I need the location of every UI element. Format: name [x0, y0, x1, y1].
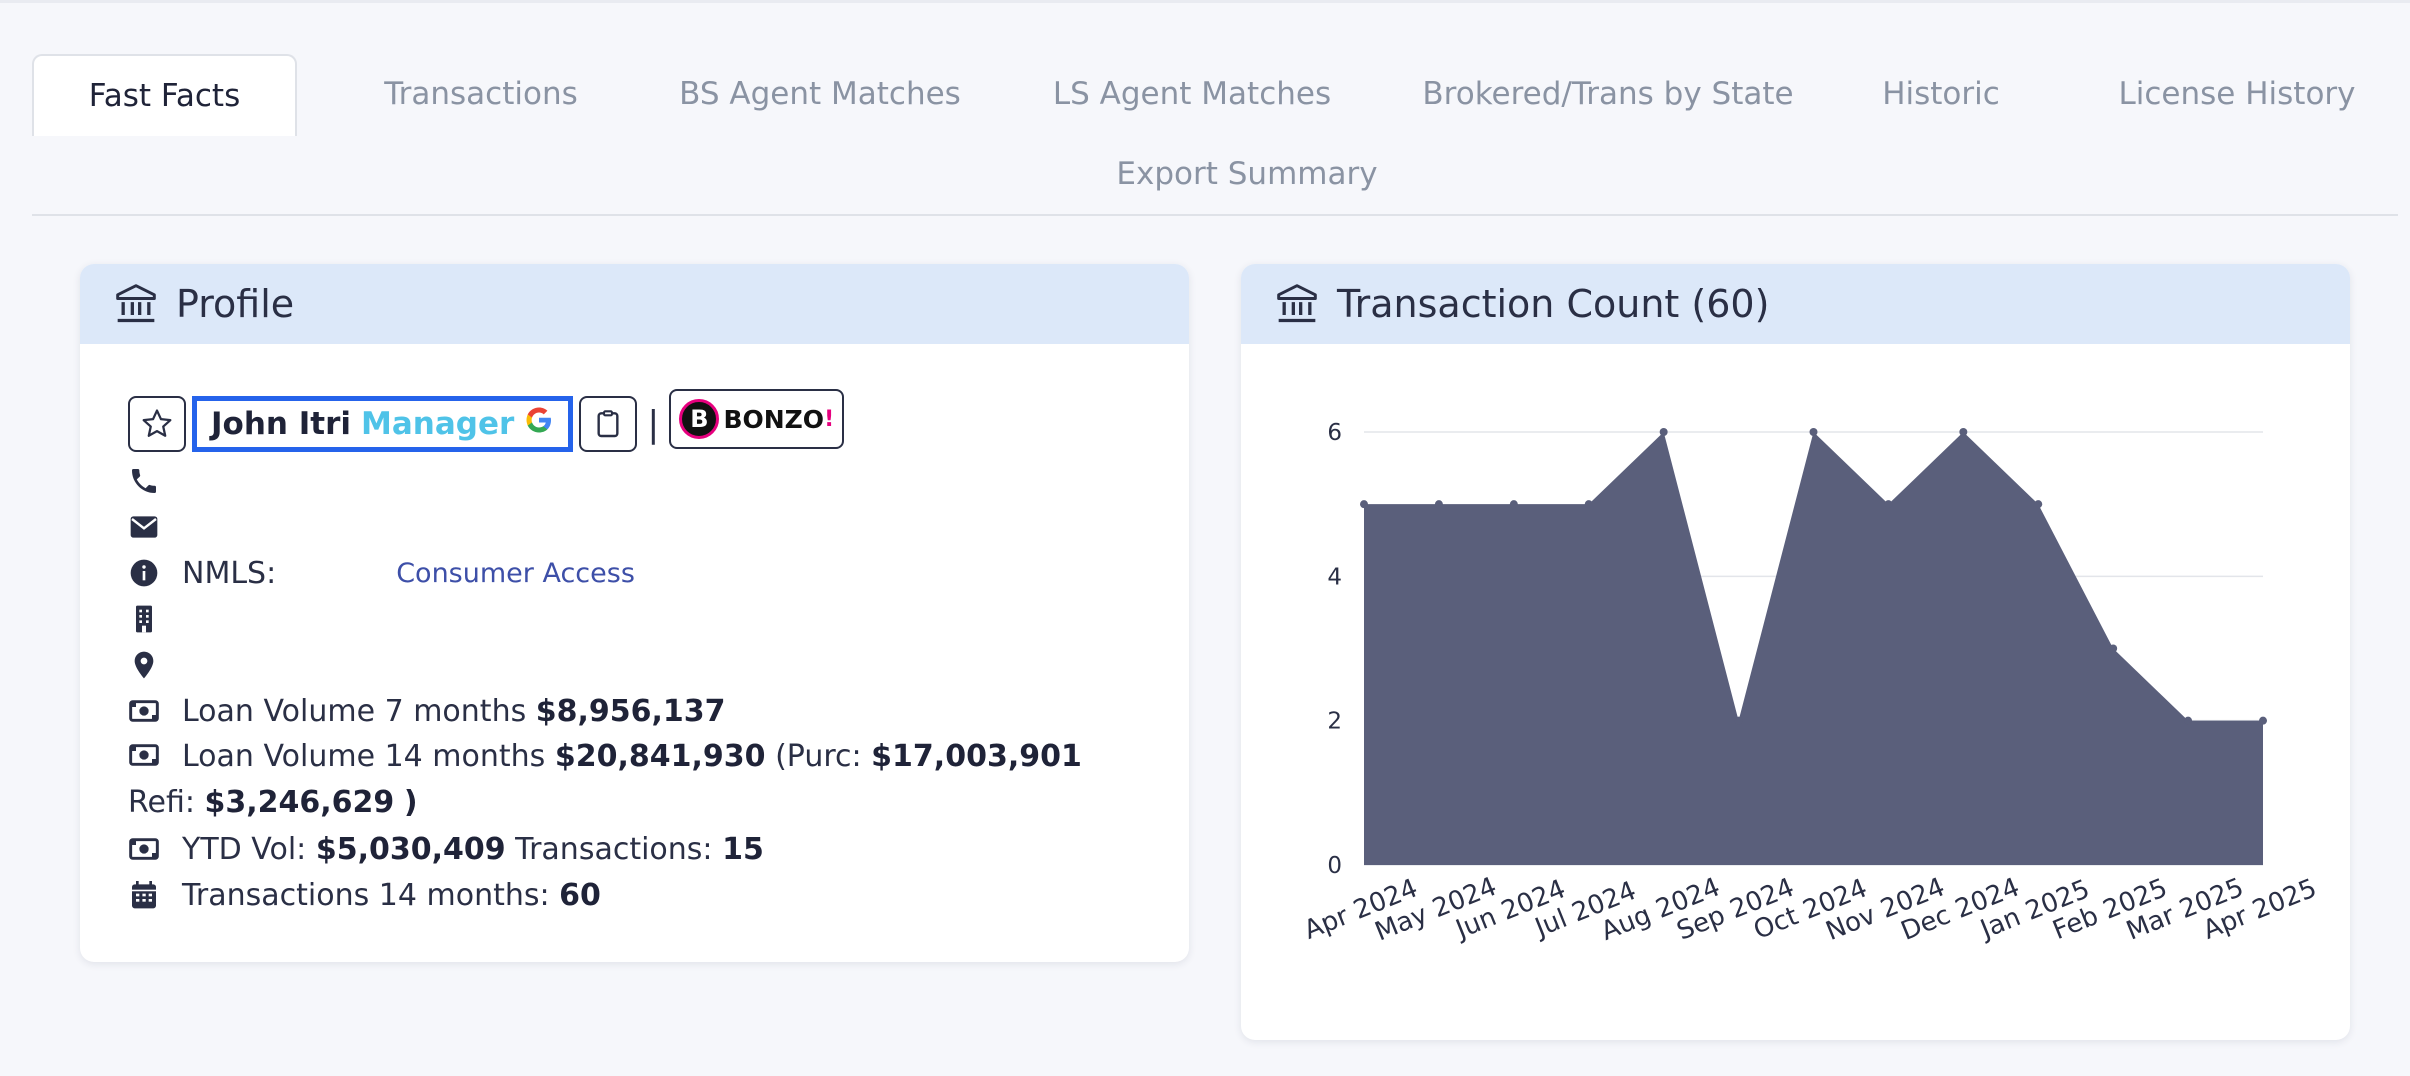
- tab-transactions[interactable]: Transactions: [384, 76, 578, 112]
- bonzo-label: BONZO: [723, 404, 825, 434]
- y-tick-label: 6: [1327, 420, 1342, 446]
- loan-volume-7-row: Loan Volume 7 months $8,956,137: [128, 688, 1189, 734]
- data-point[interactable]: [1734, 716, 1743, 725]
- tab-ls-agent-matches[interactable]: LS Agent Matches: [1052, 76, 1332, 112]
- copy-button[interactable]: [579, 396, 638, 452]
- loan-volume-7-value: $8,956,137: [535, 693, 726, 729]
- money-icon: [129, 744, 159, 766]
- data-point[interactable]: [2184, 716, 2193, 725]
- data-point[interactable]: [1360, 500, 1368, 509]
- tab-license-history[interactable]: License History: [2118, 76, 2356, 112]
- info-icon: [130, 559, 158, 587]
- nmls-row: NMLS: Consumer Access: [128, 550, 1189, 596]
- ytd-value: $5,030,409: [315, 831, 506, 867]
- y-tick-label: 2: [1327, 709, 1342, 735]
- money-icon: [129, 838, 159, 860]
- loan-officer-name-link[interactable]: John Itri Manager: [192, 396, 574, 452]
- tab-bs-agent-matches[interactable]: BS Agent Matches: [679, 76, 961, 112]
- data-point[interactable]: [1584, 500, 1593, 509]
- refi-close: ): [403, 785, 418, 820]
- refi-label: Refi:: [128, 785, 195, 820]
- map-pin-icon: [134, 651, 154, 679]
- transactions-14-value: 60: [559, 877, 601, 913]
- clipboard-icon: [597, 410, 619, 438]
- ytd-row: YTD Vol: $5,030,409 Transactions: 15: [128, 826, 1189, 872]
- refi-value: $3,246,629: [204, 785, 395, 820]
- favorite-button[interactable]: [128, 396, 186, 452]
- transactions-14-text: Transactions 14 months: 60: [182, 878, 601, 913]
- profile-card-header: Profile: [80, 264, 1189, 344]
- transaction-card-header: Transaction Count (60): [1241, 264, 2350, 344]
- ytd-transactions-value: 15: [722, 831, 764, 867]
- data-point[interactable]: [2259, 716, 2267, 725]
- google-logo: [526, 407, 552, 433]
- phone-icon: [132, 469, 156, 493]
- loan-volume-14-row: Loan Volume 14 months $20,841,930 (Purc:…: [128, 734, 1158, 826]
- location-row: [128, 642, 1189, 688]
- loan-volume-14-value: $20,841,930: [554, 739, 766, 774]
- email-row: [128, 504, 1189, 550]
- loan-volume-14-label: Loan Volume 14 months: [182, 739, 546, 774]
- bank-icon: [116, 284, 156, 323]
- y-tick-label: 4: [1327, 564, 1342, 590]
- transaction-chart-area: 0 2 4 6 Apr 2024 May 2024 Jun 2024 Jul 2024 Aug …: [1241, 344, 2350, 1038]
- transactions-14-label: Transactions 14 months:: [182, 877, 550, 913]
- data-point[interactable]: [2034, 500, 2043, 509]
- data-point[interactable]: [1509, 500, 1518, 509]
- tab-export-summary[interactable]: Export Summary: [1116, 156, 1378, 192]
- tab-fast-facts[interactable]: Fast Facts: [32, 54, 297, 136]
- ytd-label: YTD Vol:: [182, 831, 307, 867]
- consumer-access-link[interactable]: Consumer Access: [396, 557, 635, 589]
- data-point[interactable]: [1809, 428, 1818, 436]
- phone-row: [128, 458, 1189, 504]
- tab-bar: Fast Facts Transactions BS Agent Matches…: [32, 54, 2398, 216]
- purchase-label: (Purc:: [775, 739, 862, 774]
- building-icon: [136, 605, 152, 633]
- y-tick-label: 0: [1327, 853, 1342, 879]
- bonzo-logo-icon: B: [679, 399, 720, 439]
- nmls-label: NMLS:: [182, 555, 277, 591]
- officer-role: Manager: [361, 406, 515, 442]
- data-point[interactable]: [1434, 500, 1443, 509]
- google-icon[interactable]: [524, 405, 554, 443]
- transaction-count-card: Transaction Count (60) 0 2 4 6 Apr 2024 May 2…: [1241, 264, 2350, 1040]
- mail-icon: [130, 516, 158, 538]
- bonzo-button[interactable]: B BONZO !: [669, 389, 845, 449]
- data-point[interactable]: [1884, 500, 1893, 509]
- tab-brokered-trans-by-state[interactable]: Brokered/Trans by State: [1422, 76, 1794, 112]
- profile-body: John Itri Manager |: [80, 344, 1189, 918]
- separator: |: [647, 403, 660, 445]
- star-icon: [142, 409, 172, 437]
- tab-historic[interactable]: Historic: [1882, 76, 2000, 112]
- data-point[interactable]: [1659, 428, 1668, 436]
- ytd-text: YTD Vol: $5,030,409 Transactions: 15: [182, 832, 764, 867]
- data-point[interactable]: [1959, 428, 1968, 436]
- purchase-value: $17,003,901: [871, 739, 1082, 774]
- loan-volume-7-label: Loan Volume 7 months: [182, 693, 527, 729]
- profile-card: Profile John Itri Manager: [80, 264, 1189, 962]
- transaction-area-series: [1364, 432, 2263, 865]
- calendar-icon: [132, 881, 156, 909]
- data-point[interactable]: [2109, 644, 2118, 653]
- bonzo-bang: !: [824, 406, 835, 432]
- loan-volume-7-text: Loan Volume 7 months $8,956,137: [182, 694, 726, 729]
- profile-title: Profile: [176, 282, 295, 326]
- transaction-count-title: Transaction Count (60): [1337, 282, 1770, 326]
- officer-name: John Itri: [211, 406, 352, 442]
- top-divider: [0, 0, 2410, 3]
- ytd-transactions-label: Transactions:: [515, 831, 713, 867]
- company-row: [128, 596, 1189, 642]
- money-icon: [129, 700, 159, 722]
- transactions-14-row: Transactions 14 months: 60: [128, 872, 1189, 918]
- name-row: John Itri Manager |: [128, 389, 1189, 454]
- bank-icon: [1277, 284, 1317, 323]
